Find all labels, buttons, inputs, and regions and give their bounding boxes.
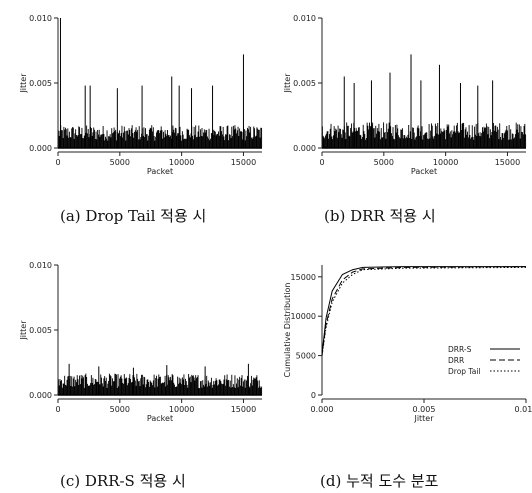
y-tick-label: 0.000 bbox=[293, 144, 316, 153]
panel-a: 0.000 0.005 0.010 0 5000 10000 15000 Packet Jitt… bbox=[19, 14, 263, 176]
x-tick-label: 15000 bbox=[231, 158, 256, 167]
y-tick-label: 10000 bbox=[291, 312, 316, 321]
y-tick-label: 0.005 bbox=[29, 326, 52, 335]
x-tick-label: 0.010 bbox=[515, 405, 532, 414]
legend-label: DRR bbox=[448, 356, 464, 365]
x-axis-label: Packet bbox=[411, 167, 437, 176]
x-axis-label: Jitter bbox=[413, 414, 434, 423]
cdf-line bbox=[321, 266, 527, 356]
panel-d: 0 5000 10000 15000 0.000 0.005 0.010 Jitter Cumu… bbox=[283, 265, 532, 423]
caption-b: (b) DRR 적용 시 bbox=[324, 207, 436, 225]
caption-a: (a) Drop Tail 적용 시 bbox=[60, 207, 207, 225]
cdf-line bbox=[321, 266, 526, 355]
x-tick-label: 10000 bbox=[433, 158, 458, 167]
caption-d: (d) 누적 도수 분포 bbox=[320, 472, 439, 490]
panel-c: 0.000 0.005 0.010 0 5000 10000 15000 Packet Jitt… bbox=[19, 261, 263, 423]
caption-c: (c) DRR-S 적용 시 bbox=[60, 472, 186, 490]
x-tick-label: 5000 bbox=[110, 405, 130, 414]
panel-b: 0.000 0.005 0.010 0 5000 10000 15000 Packet Jitt… bbox=[283, 14, 527, 176]
x-tick-label: 5000 bbox=[374, 158, 394, 167]
x-tick-label: 15000 bbox=[495, 158, 520, 167]
y-tick-label: 0.000 bbox=[29, 391, 52, 400]
x-tick-label: 10000 bbox=[169, 158, 194, 167]
y-axis-label: Jitter bbox=[19, 320, 28, 341]
y-tick-label: 0 bbox=[311, 391, 316, 400]
x-tick-label: 15000 bbox=[231, 405, 256, 414]
y-tick-label: 15000 bbox=[291, 273, 316, 282]
x-tick-label: 5000 bbox=[110, 158, 130, 167]
x-axis-label: Packet bbox=[147, 414, 173, 423]
legend-label: DRR-S bbox=[448, 345, 472, 354]
y-tick-label: 0.010 bbox=[29, 261, 52, 270]
y-axis-label: Jitter bbox=[283, 73, 292, 94]
x-tick-label: 0.005 bbox=[413, 405, 436, 414]
y-tick-label: 0.000 bbox=[29, 144, 52, 153]
x-tick-label: 0 bbox=[55, 405, 60, 414]
legend-label: Drop Tail bbox=[448, 367, 481, 376]
x-tick-label: 0 bbox=[319, 158, 324, 167]
y-axis-label: Jitter bbox=[19, 73, 28, 94]
y-tick-label: 0.005 bbox=[29, 79, 52, 88]
x-tick-label: 0.000 bbox=[311, 405, 334, 414]
x-tick-label: 10000 bbox=[169, 405, 194, 414]
y-tick-label: 0.010 bbox=[293, 14, 316, 23]
cdf-line bbox=[321, 266, 527, 356]
x-tick-label: 0 bbox=[55, 158, 60, 167]
y-tick-label: 0.005 bbox=[293, 79, 316, 88]
y-tick-label: 0.010 bbox=[29, 14, 52, 23]
y-axis-label: Cumulative Distribution bbox=[283, 283, 292, 378]
x-axis-label: Packet bbox=[147, 167, 173, 176]
y-tick-label: 5000 bbox=[296, 352, 316, 361]
